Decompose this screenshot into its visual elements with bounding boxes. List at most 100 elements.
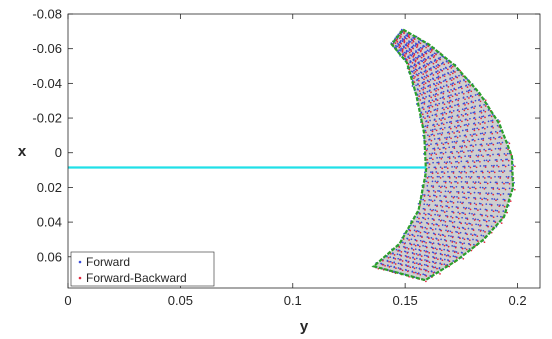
forward-point [431,133,434,136]
forward-backward-point [424,269,427,272]
forward-point [428,157,431,160]
forward-point [462,78,465,81]
forward-point [438,137,441,140]
forward-backward-point [473,161,476,164]
forward-backward-point [464,213,467,216]
forward-point [457,175,460,178]
forward-backward-point [382,259,384,262]
forward-backward-point [472,145,475,148]
forward-point [443,111,446,114]
forward-backward-point [428,80,431,83]
forward-backward-point [452,202,455,204]
forward-point [477,138,480,141]
forward-backward-point [406,256,408,258]
forward-backward-point [425,46,427,49]
forward-backward-point [458,116,460,118]
forward-point [442,80,445,82]
forward-point [431,114,434,117]
forward-backward-point [426,112,429,114]
forward-point [505,175,508,178]
forward-point [446,136,448,139]
forward-backward-point [408,51,411,54]
forward-point [482,137,485,140]
forward-point [447,116,450,119]
forward-point [458,97,460,100]
forward-point [453,87,456,90]
forward-backward-point [427,181,430,184]
forward-point [492,153,494,156]
forward-point [501,141,504,144]
forward-point [427,194,430,197]
forward-point [412,257,414,259]
forward-backward-point [481,214,483,217]
forward-backward-point [445,186,448,189]
forward-point [443,126,446,129]
forward-point [475,208,478,210]
forward-backward-point [469,84,472,87]
forward-backward-point [453,251,456,254]
forward-point [455,180,458,183]
forward-point [420,221,423,224]
forward-point [477,191,480,194]
forward-point [430,54,433,57]
forward-point [418,268,421,270]
forward-point [431,77,434,80]
forward-point [390,265,392,268]
forward-backward-point [434,79,436,82]
forward-backward-point [498,205,501,207]
reachable-region [373,29,513,281]
forward-point [428,166,430,169]
forward-backward-point [414,59,417,62]
forward-point [468,212,471,215]
forward-point [465,118,467,121]
forward-point [423,81,425,83]
forward-backward-point [401,49,404,52]
forward-backward-point [460,177,463,179]
forward-backward-point [441,114,444,116]
forward-point [445,166,447,168]
forward-backward-point [449,191,451,194]
forward-backward-point [438,139,441,141]
forward-point [485,159,488,162]
forward-point [487,120,490,123]
forward-point [481,115,483,118]
forward-point [482,219,485,221]
forward-backward-point [411,42,413,44]
forward-point [457,108,459,111]
forward-backward-point [488,171,491,174]
forward-backward-point [489,155,491,157]
forward-backward-point [433,125,436,128]
forward-backward-point [445,138,448,140]
forward-point [469,133,472,136]
forward-backward-point [427,265,429,268]
forward-point [469,222,472,225]
forward-backward-point [469,177,472,179]
forward-point [508,187,511,190]
forward-point [409,60,412,62]
forward-backward-point [439,220,442,222]
forward-point [472,217,474,220]
forward-backward-point [448,132,451,135]
forward-point [449,115,451,118]
forward-backward-point [453,83,456,86]
forward-backward-point [504,165,507,168]
forward-backward-point [448,157,451,160]
forward-backward-point [492,210,495,213]
forward-point [479,149,481,151]
forward-backward-point [484,231,486,233]
forward-backward-point [428,144,430,147]
forward-backward-point [422,55,425,58]
forward-backward-point [484,166,487,168]
forward-backward-point [485,220,488,223]
forward-backward-point [503,205,506,208]
forward-backward-point [421,226,424,229]
forward-backward-point [447,142,450,145]
forward-backward-point [435,115,438,117]
forward-backward-point [431,130,434,133]
forward-point [479,104,481,107]
forward-point [443,263,446,266]
forward-point [477,121,480,124]
forward-point [494,147,497,150]
forward-point [407,255,410,258]
forward-point [462,96,465,99]
